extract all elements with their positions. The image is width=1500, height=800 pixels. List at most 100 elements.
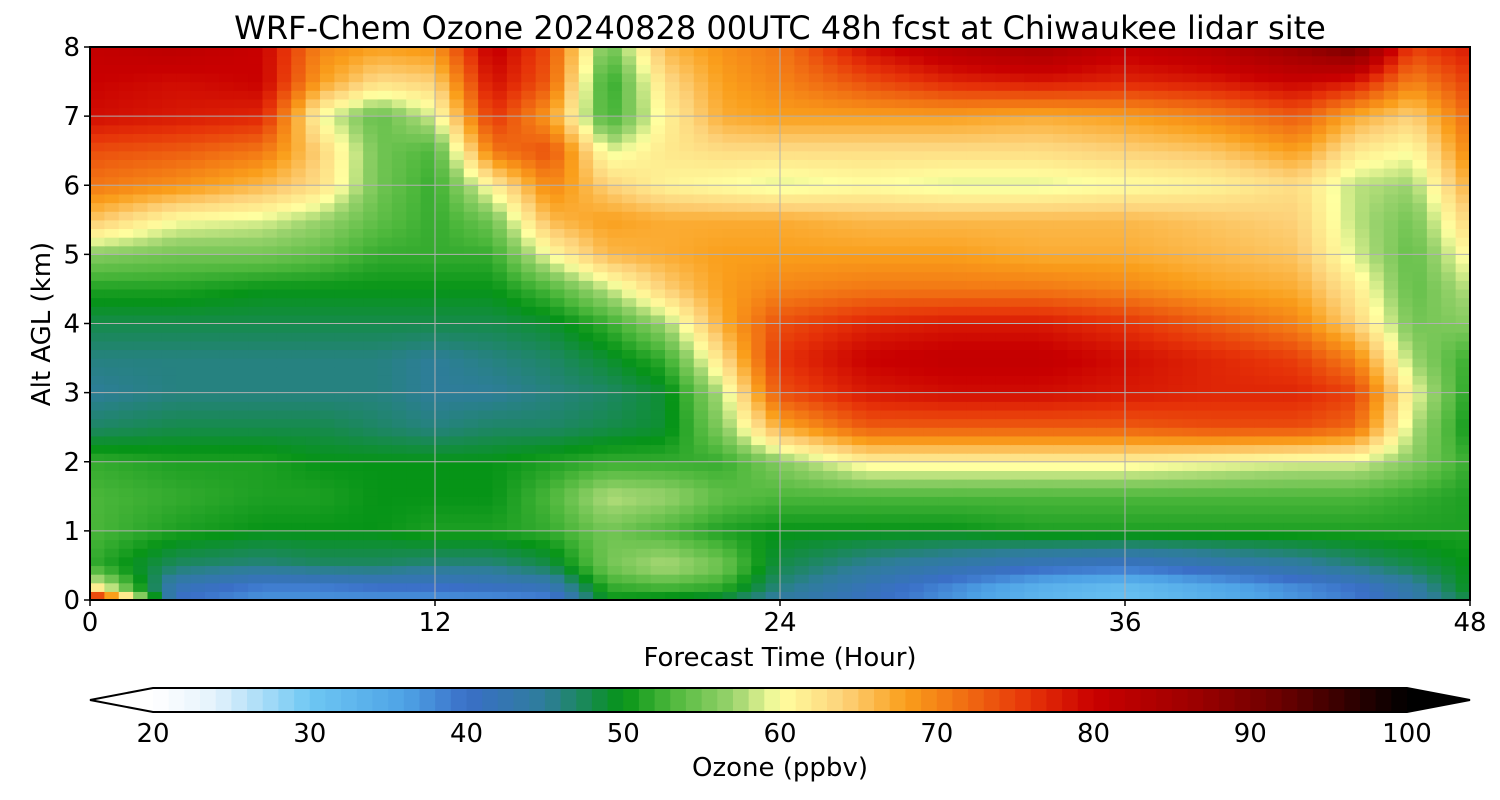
heatmap-cell <box>966 159 982 169</box>
heatmap-cell <box>492 383 508 394</box>
heatmap-cell <box>1297 444 1313 454</box>
heatmap-cell <box>1398 574 1414 584</box>
heatmap-cell <box>1426 314 1442 325</box>
heatmap-cell <box>837 565 853 575</box>
heatmap-cell <box>1340 176 1356 186</box>
heatmap-cell <box>133 228 149 238</box>
heatmap-cell <box>435 288 450 299</box>
heatmap-cell <box>291 565 307 575</box>
heatmap-cell <box>262 219 278 230</box>
heatmap-cell <box>1426 228 1442 238</box>
heatmap-cell <box>1081 263 1097 273</box>
heatmap-cell <box>406 556 422 567</box>
heatmap-cell <box>205 548 220 558</box>
heatmap-cell <box>1297 522 1313 532</box>
heatmap-cell <box>765 211 781 221</box>
heatmap-cell <box>521 271 537 281</box>
heatmap-cell <box>995 513 1011 523</box>
heatmap-cell <box>736 211 752 221</box>
heatmap-cell <box>305 254 321 264</box>
heatmap-cell <box>837 271 853 281</box>
heatmap-cell <box>435 263 450 273</box>
heatmap-cell <box>823 167 839 178</box>
heatmap-cell <box>1412 435 1428 446</box>
heatmap-cell <box>966 185 982 195</box>
heatmap-cell <box>291 358 307 368</box>
heatmap-cell <box>90 435 105 446</box>
heatmap-cell <box>449 565 465 575</box>
heatmap-cell <box>435 167 450 178</box>
heatmap-cell <box>693 504 709 515</box>
heatmap-cell <box>1125 219 1140 230</box>
heatmap-cell <box>1268 513 1284 523</box>
heatmap-cell <box>133 530 149 541</box>
heatmap-cell <box>478 427 494 437</box>
heatmap-cell <box>1225 185 1241 195</box>
heatmap-cell <box>823 496 839 506</box>
heatmap-cell <box>736 314 752 325</box>
heatmap-cell <box>348 297 364 307</box>
heatmap-cell <box>1369 202 1385 212</box>
heatmap-cell <box>334 332 350 342</box>
heatmap-cell <box>1168 358 1184 368</box>
heatmap-cell <box>1355 418 1370 428</box>
heatmap-cell <box>161 297 177 307</box>
heatmap-cell <box>90 280 105 290</box>
heatmap-cell <box>923 245 939 255</box>
heatmap-cell <box>578 418 594 428</box>
heatmap-cell <box>1297 271 1313 281</box>
heatmap-cell <box>708 427 724 437</box>
heatmap-cell <box>147 418 163 428</box>
heatmap-cell <box>780 470 795 480</box>
heatmap-cell <box>851 427 867 437</box>
heatmap-cell <box>636 314 652 325</box>
heatmap-cell <box>1081 582 1097 592</box>
heatmap-cell <box>938 591 954 600</box>
heatmap-cell <box>1182 383 1198 394</box>
heatmap-cell <box>1268 383 1284 394</box>
heatmap-cell <box>636 375 652 385</box>
heatmap-cell <box>708 539 724 549</box>
heatmap-cell <box>1010 591 1025 600</box>
heatmap-cell <box>650 263 666 273</box>
heatmap-cell <box>391 513 407 523</box>
heatmap-cell <box>233 323 249 333</box>
heatmap-cell <box>1038 340 1054 351</box>
heatmap-cell <box>1455 280 1470 290</box>
heatmap-cell <box>1326 314 1342 325</box>
heatmap-cell <box>305 383 321 394</box>
heatmap-cell <box>363 332 379 342</box>
heatmap-cell <box>736 280 752 290</box>
heatmap-cell <box>866 366 882 376</box>
heatmap-cell <box>305 297 321 307</box>
heatmap-cell <box>650 401 666 411</box>
heatmap-cell <box>1268 193 1284 204</box>
heatmap-cell <box>506 288 522 299</box>
heatmap-cell <box>190 392 206 402</box>
heatmap-cell <box>1225 306 1241 316</box>
heatmap-cell <box>1110 574 1126 584</box>
heatmap-cell <box>463 211 479 221</box>
heatmap-cell <box>147 228 163 238</box>
heatmap-cell <box>492 470 508 480</box>
heatmap-cell <box>1182 582 1198 592</box>
heatmap-cell <box>895 332 910 342</box>
heatmap-cell <box>1340 565 1356 575</box>
heatmap-cell <box>1153 211 1169 221</box>
heatmap-cell <box>693 479 709 489</box>
heatmap-cell <box>463 401 479 411</box>
heatmap-cell <box>736 453 752 463</box>
heatmap-cell <box>751 366 767 376</box>
heatmap-cell <box>1010 409 1025 420</box>
heatmap-cell <box>1053 591 1069 600</box>
heatmap-cell <box>161 280 177 290</box>
heatmap-cell <box>736 323 752 333</box>
heatmap-cell <box>866 332 882 342</box>
heatmap-cell <box>161 548 177 558</box>
heatmap-cell <box>1096 513 1112 523</box>
heatmap-cell <box>219 349 235 359</box>
heatmap-cell <box>1283 288 1299 299</box>
heatmap-cell <box>1311 167 1327 178</box>
heatmap-cell <box>377 574 393 584</box>
